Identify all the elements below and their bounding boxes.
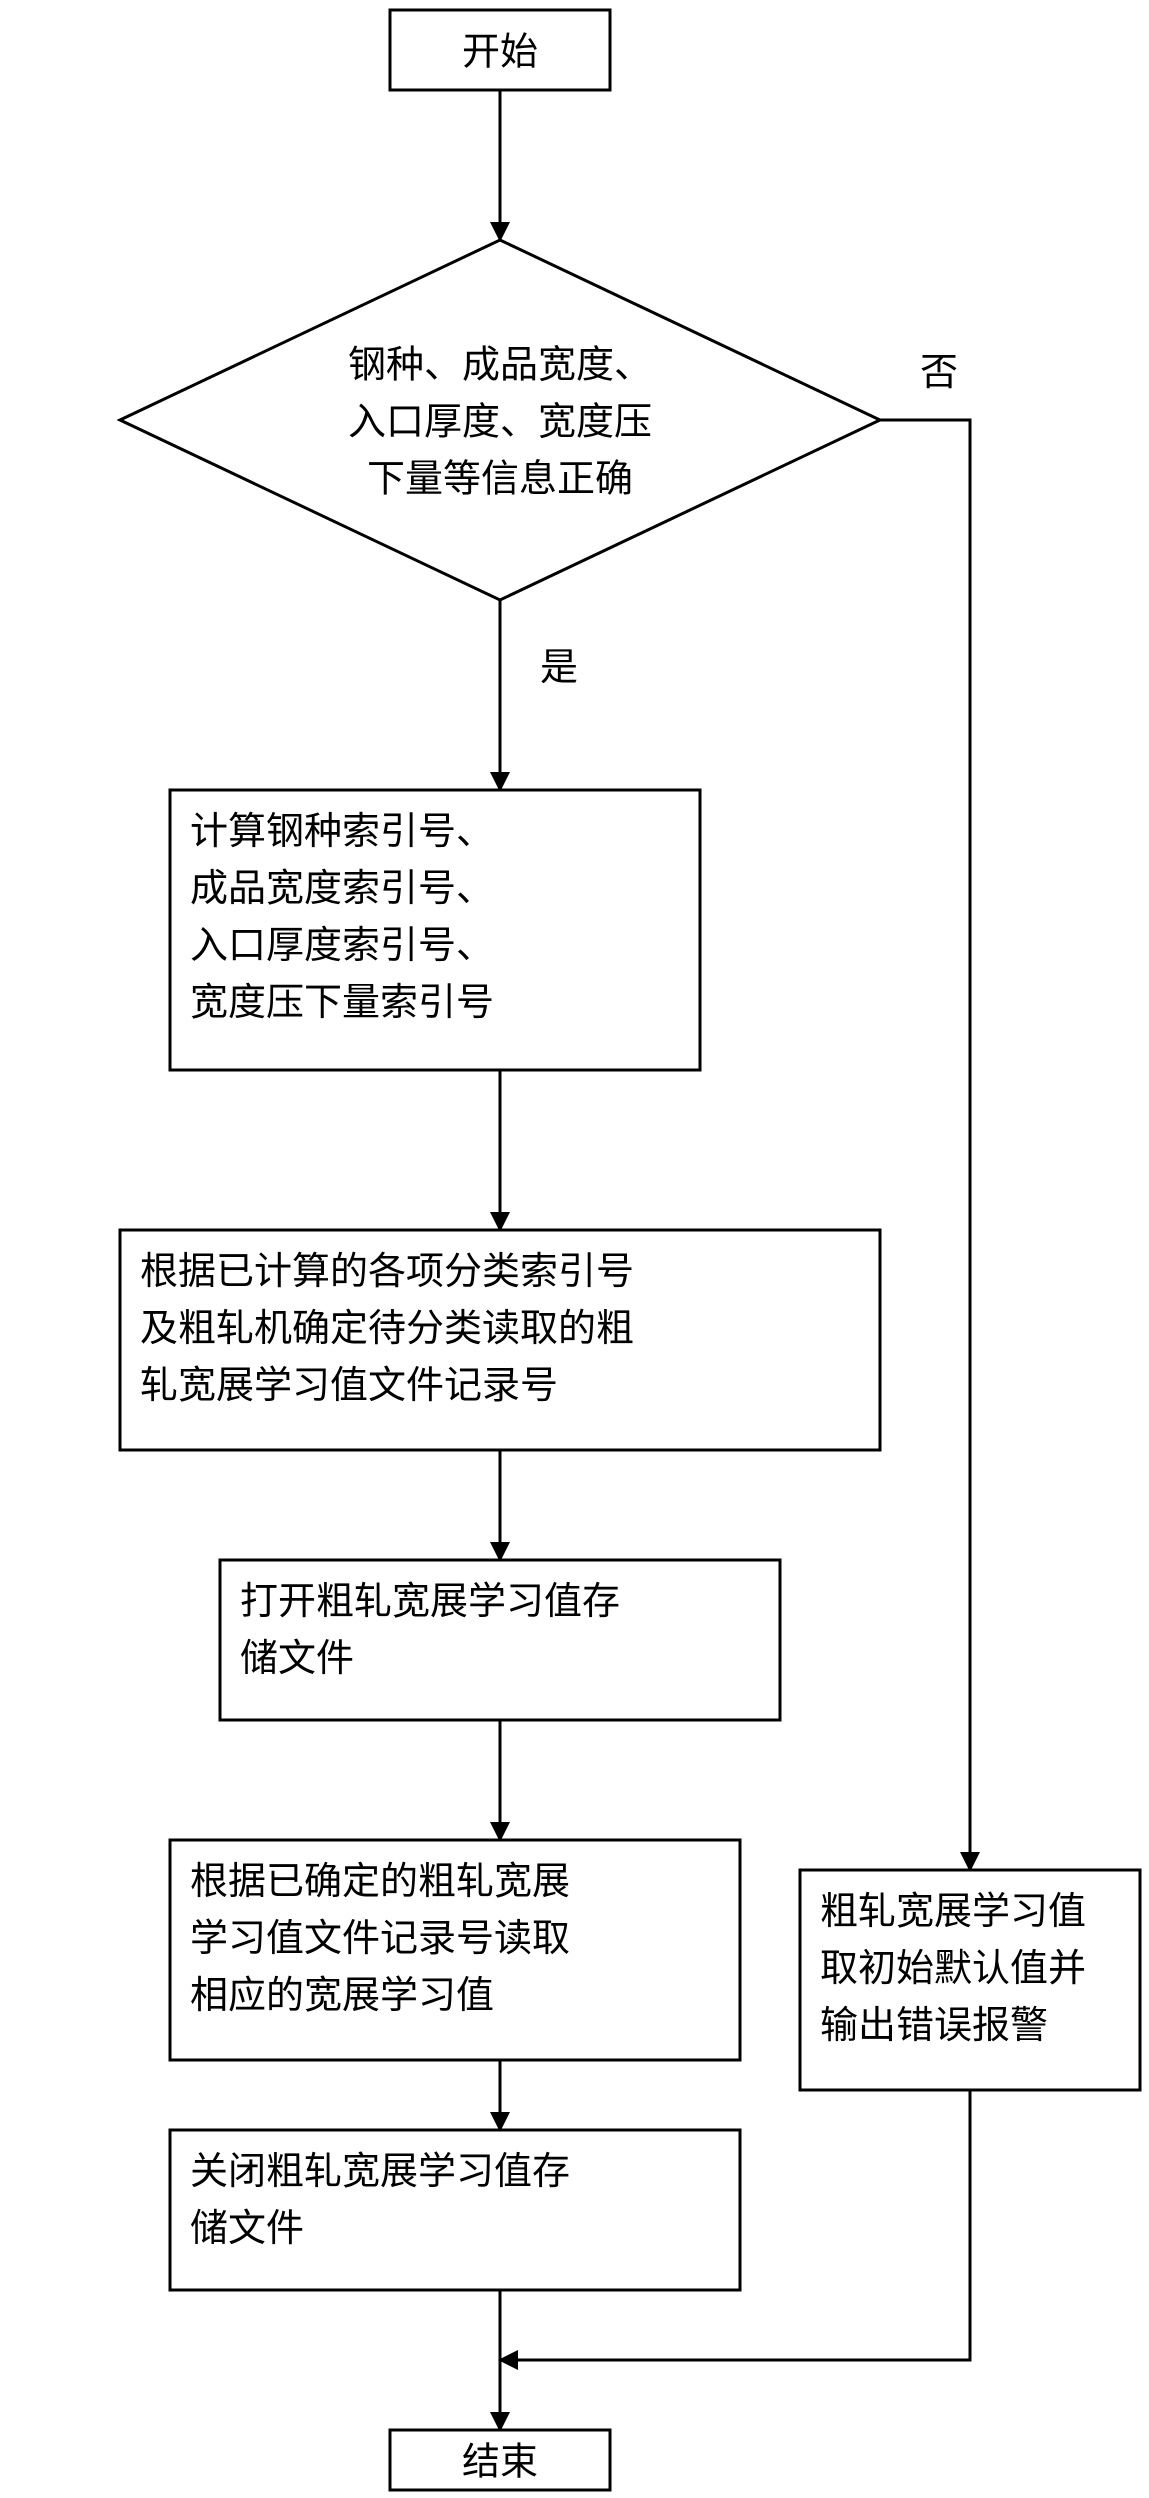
node-text: 根据已确定的粗轧宽展 — [190, 1861, 570, 1903]
node-text: 下量等信息正确 — [367, 458, 633, 500]
node-read_val: 根据已确定的粗轧宽展学习值文件记录号读取相应的宽展学习值 — [170, 1840, 740, 2060]
node-open_file: 打开粗轧宽展学习值存储文件 — [220, 1560, 780, 1720]
node-text: 打开粗轧宽展学习值存 — [240, 1581, 620, 1623]
node-text: 学习值文件记录号读取 — [190, 1918, 570, 1960]
node-text: 开始 — [462, 31, 538, 73]
node-text: 根据已计算的各项分类索引号 — [140, 1251, 634, 1293]
node-text: 关闭粗轧宽展学习值存 — [190, 2151, 570, 2193]
node-text: 取初始默认值并 — [820, 1948, 1086, 1990]
node-close_file: 关闭粗轧宽展学习值存储文件 — [170, 2130, 740, 2290]
node-text: 及粗轧机确定待分类读取的粗 — [140, 1308, 634, 1350]
edge-label: 是 — [540, 647, 578, 689]
node-start: 开始 — [390, 10, 610, 90]
node-text: 入口厚度、宽度压 — [348, 401, 652, 443]
node-text: 宽度压下量索引号 — [190, 982, 494, 1024]
edge-label: 否 — [920, 352, 958, 394]
node-text: 粗轧宽展学习值 — [820, 1891, 1086, 1933]
node-text: 输出错误报警 — [820, 2005, 1048, 2047]
node-record_no: 根据已计算的各项分类索引号及粗轧机确定待分类读取的粗轧宽展学习值文件记录号 — [120, 1230, 880, 1450]
node-text: 相应的宽展学习值 — [190, 1975, 494, 2017]
node-text: 储文件 — [240, 1638, 354, 1680]
flowchart-canvas: 是 否 开始钢种、成品宽度、入口厚度、宽度压下量等信息正确计算钢种索引号、成品宽度索… — [0, 0, 1149, 2498]
node-text: 轧宽展学习值文件记录号 — [140, 1365, 558, 1407]
node-text: 钢种、成品宽度、 — [348, 344, 652, 386]
node-text: 入口厚度索引号、 — [190, 925, 494, 967]
node-calc_idx: 计算钢种索引号、成品宽度索引号、入口厚度索引号、宽度压下量索引号 — [170, 790, 700, 1070]
node-text: 成品宽度索引号、 — [190, 868, 494, 910]
node-text: 计算钢种索引号、 — [190, 811, 494, 853]
node-error: 粗轧宽展学习值取初始默认值并输出错误报警 — [800, 1870, 1140, 2090]
node-text: 储文件 — [190, 2208, 304, 2250]
node-text: 结束 — [462, 2441, 538, 2483]
node-end: 结束 — [390, 2430, 610, 2490]
